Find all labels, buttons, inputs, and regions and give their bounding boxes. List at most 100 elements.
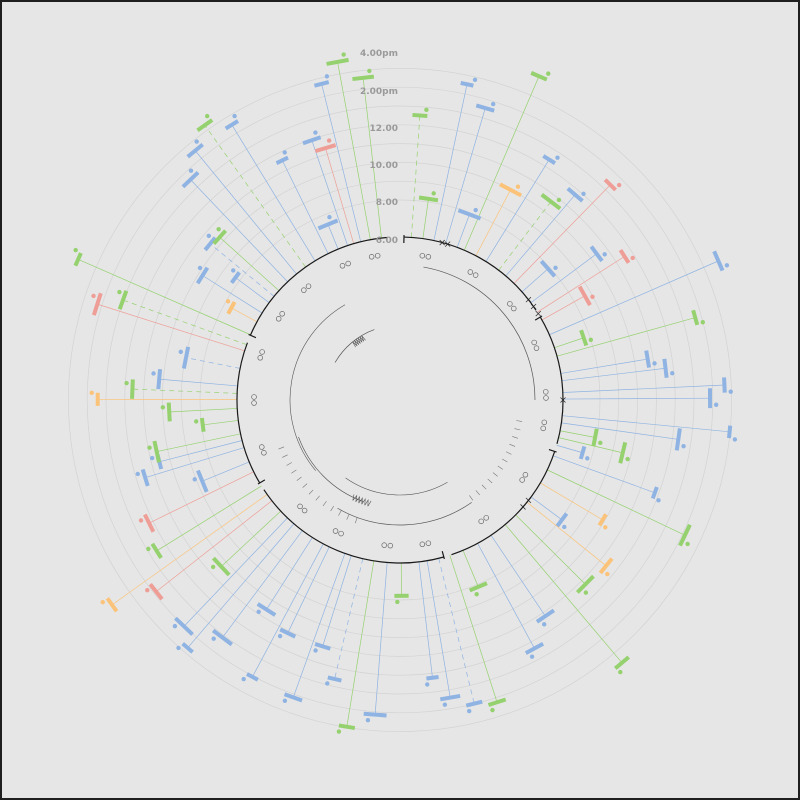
- event-dot: [210, 564, 216, 570]
- event-dot: [598, 440, 603, 446]
- event-spoke: [562, 384, 725, 393]
- inner-circle-marker: [275, 316, 282, 322]
- event-spoke: [144, 447, 245, 479]
- event-dot: [603, 525, 608, 530]
- event-bar: [203, 236, 217, 252]
- event-dot: [553, 265, 558, 271]
- radial-tick-labels: 6.00 8.00 10.00 12.00 2.00pm 4.00pm: [360, 49, 398, 246]
- event-spoke: [362, 77, 382, 239]
- event-dot: [562, 524, 567, 530]
- axis-arc: [249, 236, 388, 336]
- event-bar: [246, 672, 259, 682]
- event-spoke: [490, 535, 546, 617]
- event-bar: [678, 523, 692, 547]
- event-dot: [425, 682, 430, 687]
- inner-tick: [346, 514, 350, 520]
- inner-circle-marker: [419, 252, 426, 259]
- event-spoke: [148, 471, 254, 524]
- event-dot: [232, 113, 237, 119]
- inner-tick: [509, 443, 516, 447]
- axis-arc: [263, 489, 444, 564]
- event-dot: [732, 437, 738, 442]
- event-bar: [540, 193, 562, 211]
- radial-tick-label: 6.00: [376, 236, 398, 246]
- inner-circle-marker: [251, 400, 257, 406]
- event-spoke: [562, 397, 711, 400]
- event-dot: [585, 456, 590, 461]
- inner-circle-marker: [381, 542, 387, 548]
- event-bar: [181, 170, 200, 189]
- event-bar: [363, 711, 387, 718]
- event-bar: [539, 259, 557, 278]
- event-dot: [395, 599, 400, 605]
- inner-tick: [296, 476, 302, 481]
- event-spoke: [438, 558, 475, 704]
- event-dot: [490, 707, 495, 713]
- event-spoke: [560, 430, 596, 438]
- event-bar: [211, 628, 234, 647]
- radial-tick-label: 8.00: [376, 198, 398, 208]
- event-dot: [670, 371, 675, 376]
- event-bar: [212, 229, 228, 246]
- event-dot: [282, 150, 287, 155]
- event-bar: [712, 250, 725, 272]
- event-bar: [283, 692, 303, 703]
- event-spoke: [498, 201, 552, 271]
- event-bar: [143, 513, 156, 533]
- event-bar: [256, 602, 277, 617]
- event-bar: [199, 417, 206, 433]
- inner-circle-marker: [419, 541, 426, 548]
- event-spoke: [219, 236, 280, 292]
- axis-break-tick: [548, 448, 557, 453]
- radial-tick-label: 4.00pm: [360, 49, 398, 59]
- event-dot: [178, 349, 184, 355]
- event-spoke: [556, 317, 696, 357]
- inner-circle-marker: [339, 263, 346, 269]
- event-dot: [681, 444, 686, 449]
- event-spoke: [505, 194, 576, 277]
- axis-break-tick: [534, 315, 543, 321]
- event-spoke: [159, 440, 243, 463]
- event-bar: [460, 80, 474, 88]
- inner-circle-marker: [374, 252, 381, 259]
- event-dot: [341, 52, 346, 57]
- inner-circle-marker: [279, 311, 285, 317]
- inner-circle-marker: [387, 542, 394, 549]
- event-dot: [149, 455, 155, 461]
- event-spoke: [504, 524, 623, 664]
- event-spoke: [169, 408, 238, 413]
- event-bar: [152, 440, 161, 463]
- event-spoke: [456, 213, 470, 248]
- event-spoke: [411, 115, 421, 238]
- inner-circle-marker: [425, 254, 432, 260]
- event-dot: [652, 361, 657, 366]
- event-spoke: [156, 485, 262, 552]
- inner-circle-marker: [259, 349, 265, 355]
- inner-circle-marker: [543, 389, 549, 395]
- event-dot: [556, 197, 562, 203]
- event-bar: [524, 642, 545, 655]
- inner-circle-marker: [301, 287, 307, 293]
- event-bar: [579, 329, 589, 347]
- inner-tick: [502, 458, 508, 463]
- event-dot: [466, 708, 472, 714]
- event-spoke: [334, 558, 364, 680]
- event-bar: [475, 103, 495, 113]
- inner-arc: [423, 266, 536, 401]
- event-dot: [541, 622, 547, 627]
- event-dot: [700, 320, 705, 325]
- event-spoke: [540, 482, 603, 521]
- event-dot: [474, 592, 479, 597]
- inner-tick: [481, 484, 487, 490]
- event-spoke: [445, 107, 486, 244]
- event-spoke: [222, 530, 303, 638]
- event-bar: [530, 71, 548, 82]
- axis-arc: [539, 316, 564, 444]
- event-spoke: [422, 198, 429, 239]
- event-bar: [195, 266, 210, 285]
- gridline-ring: [180, 180, 620, 620]
- event-spoke: [266, 537, 313, 610]
- event-dot: [313, 130, 318, 135]
- gridline-ring: [143, 143, 657, 657]
